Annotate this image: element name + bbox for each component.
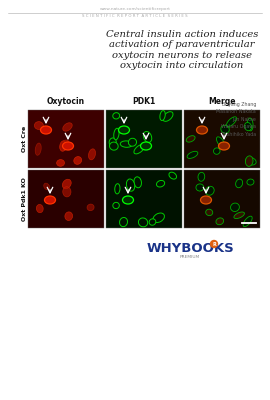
Ellipse shape (120, 141, 133, 147)
Text: www.nature.com/scientificreport: www.nature.com/scientificreport (100, 7, 170, 11)
Ellipse shape (65, 212, 73, 220)
Ellipse shape (231, 203, 239, 212)
Ellipse shape (243, 216, 252, 227)
Ellipse shape (126, 179, 135, 191)
Ellipse shape (160, 110, 165, 120)
Ellipse shape (163, 112, 173, 121)
Text: Oxt Pdk1 KO: Oxt Pdk1 KO (22, 177, 26, 221)
Ellipse shape (186, 136, 195, 142)
Ellipse shape (119, 126, 130, 134)
Ellipse shape (218, 142, 230, 150)
Ellipse shape (120, 218, 127, 227)
Ellipse shape (36, 204, 43, 213)
Ellipse shape (196, 184, 204, 191)
Text: Oxt Cre: Oxt Cre (22, 126, 26, 152)
Ellipse shape (139, 218, 148, 227)
Ellipse shape (187, 151, 198, 158)
Ellipse shape (109, 138, 116, 147)
Ellipse shape (236, 179, 243, 188)
Ellipse shape (113, 202, 119, 209)
Ellipse shape (89, 149, 96, 160)
Bar (106, 170, 182, 228)
Text: WHYBOOKS: WHYBOOKS (146, 242, 234, 254)
Ellipse shape (246, 157, 256, 165)
Ellipse shape (63, 187, 71, 197)
Ellipse shape (140, 142, 151, 150)
Ellipse shape (40, 126, 52, 134)
Ellipse shape (153, 213, 164, 222)
Ellipse shape (205, 186, 214, 195)
Ellipse shape (62, 179, 71, 189)
Ellipse shape (234, 212, 244, 218)
Text: Boyang Zhang
Masanori Nakata
Jun Nakae
Wataru Ogawa
Toshihiko Yada: Boyang Zhang Masanori Nakata Jun Nakae W… (216, 102, 256, 137)
Ellipse shape (201, 196, 211, 204)
Circle shape (211, 240, 218, 248)
Ellipse shape (62, 142, 73, 150)
Ellipse shape (34, 122, 43, 130)
Bar (106, 110, 182, 168)
Ellipse shape (110, 142, 118, 150)
Ellipse shape (74, 156, 82, 164)
Ellipse shape (63, 123, 72, 131)
Ellipse shape (247, 179, 254, 185)
Text: R: R (212, 242, 216, 246)
Ellipse shape (143, 132, 152, 142)
Text: PDK1: PDK1 (132, 97, 156, 106)
Ellipse shape (198, 172, 205, 181)
Ellipse shape (214, 148, 220, 154)
Ellipse shape (57, 160, 65, 166)
Ellipse shape (221, 125, 229, 133)
Ellipse shape (245, 156, 253, 166)
Text: S C I E N T I F I C  R E P O R T  A R T I C L E  S E R I E S: S C I E N T I F I C R E P O R T A R T I … (82, 14, 188, 18)
Ellipse shape (149, 219, 156, 225)
Text: Merge: Merge (208, 97, 236, 106)
Ellipse shape (113, 113, 120, 119)
Ellipse shape (169, 172, 177, 179)
Ellipse shape (244, 122, 252, 131)
Text: Central insulin action induces
activation of paraventricular
oxytocin neurons to: Central insulin action induces activatio… (106, 30, 258, 70)
Text: PREMIUM: PREMIUM (180, 255, 200, 259)
Ellipse shape (60, 141, 66, 151)
Ellipse shape (115, 184, 120, 194)
Bar (28, 170, 104, 228)
Ellipse shape (157, 180, 165, 187)
Ellipse shape (114, 128, 119, 140)
Ellipse shape (197, 126, 208, 134)
Ellipse shape (216, 218, 224, 225)
Ellipse shape (87, 204, 94, 211)
Ellipse shape (45, 196, 56, 204)
Ellipse shape (217, 137, 225, 147)
Ellipse shape (206, 209, 213, 216)
Ellipse shape (123, 196, 133, 204)
Ellipse shape (129, 138, 137, 146)
Ellipse shape (60, 140, 69, 151)
Ellipse shape (227, 117, 237, 126)
Bar (28, 110, 104, 168)
Text: Oxytocin: Oxytocin (47, 97, 85, 106)
Bar (184, 170, 260, 228)
Ellipse shape (134, 144, 145, 154)
Ellipse shape (44, 183, 50, 190)
Ellipse shape (134, 177, 141, 188)
Bar (184, 110, 260, 168)
Ellipse shape (247, 118, 253, 131)
Ellipse shape (35, 143, 41, 155)
